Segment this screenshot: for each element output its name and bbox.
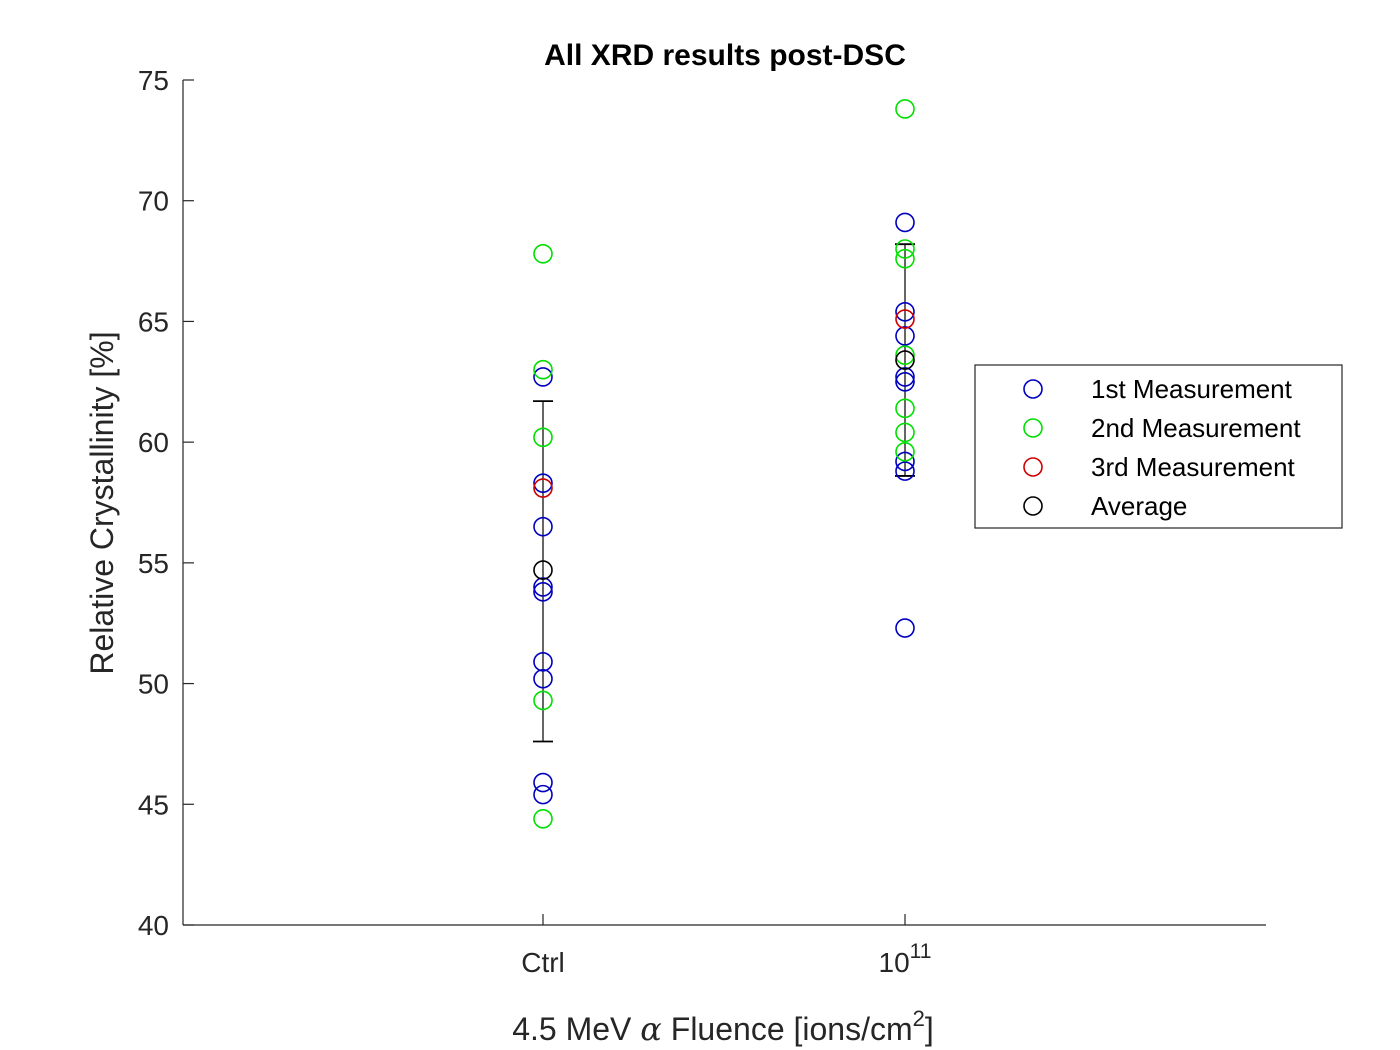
- alpha-symbol: α: [640, 1010, 662, 1048]
- y-tick-label: 65: [138, 306, 169, 337]
- point-2nd-measurement: [533, 427, 553, 448]
- y-tick-label: 60: [138, 427, 169, 458]
- point-1st-measurement: [895, 461, 915, 481]
- legend-marker: [1023, 457, 1043, 477]
- point-1st-measurement: [533, 772, 553, 793]
- point-1st-measurement: [895, 212, 915, 233]
- point-average: [895, 350, 915, 370]
- point-1st-measurement: [533, 577, 553, 597]
- y-tick-label: 70: [138, 186, 169, 217]
- point-2nd-measurement: [533, 690, 553, 711]
- x-axis-label-suffix: ]: [925, 1011, 934, 1047]
- x-tick-label: 1011: [879, 940, 932, 978]
- point-1st-measurement: [533, 668, 553, 689]
- point-average: [533, 560, 553, 580]
- point-2nd-measurement: [533, 244, 553, 264]
- point-1st-measurement: [533, 473, 553, 493]
- point-2nd-measurement: [895, 422, 915, 443]
- point-1st-measurement: [895, 326, 915, 346]
- plot-axes: [182, 80, 1266, 926]
- x-axis-label-prefix: 4.5 MeV: [512, 1011, 640, 1047]
- legend-label: 3rd Measurement: [1091, 452, 1296, 482]
- point-2nd-measurement: [533, 359, 553, 380]
- legend-label: Average: [1091, 491, 1187, 521]
- point-1st-measurement: [533, 784, 553, 805]
- x-axis-label-middle: Fluence [ions/cm: [662, 1011, 913, 1047]
- point-1st-measurement: [533, 652, 553, 672]
- y-axis-label: Relative Crystallinity [%]: [84, 331, 120, 674]
- legend-label: 2nd Measurement: [1091, 413, 1301, 443]
- point-2nd-measurement: [895, 345, 915, 366]
- x-tick-label-sup: 11: [910, 940, 932, 963]
- point-2nd-measurement: [895, 99, 915, 119]
- y-tick-label: 45: [138, 789, 169, 820]
- x-tick-label-base: 10: [879, 947, 910, 978]
- point-1st-measurement: [533, 516, 553, 537]
- data-points: [533, 99, 915, 829]
- legend-marker: [1023, 379, 1043, 399]
- point-2nd-measurement: [895, 248, 915, 269]
- point-1st-measurement: [895, 451, 915, 472]
- x-tick-label-base: Ctrl: [521, 947, 565, 978]
- y-tick-label: 55: [138, 548, 169, 579]
- chart-title: All XRD results post-DSC: [544, 39, 906, 72]
- point-2nd-measurement: [533, 808, 553, 829]
- y-tick-label: 50: [138, 669, 169, 700]
- point-1st-measurement: [533, 367, 553, 387]
- x-axis-label: 4.5 MeV α Fluence [ions/cm2]: [512, 1006, 934, 1048]
- legend-label: 1st Measurement: [1091, 374, 1293, 404]
- y-tick-label: 75: [138, 65, 169, 96]
- x-tick-label: Ctrl: [521, 947, 565, 978]
- point-1st-measurement: [895, 371, 915, 392]
- point-1st-measurement: [533, 582, 553, 602]
- error-bars: [533, 243, 915, 743]
- y-axis-ticks: 40 45 50 55 60 65 70 75: [138, 65, 194, 941]
- point-2nd-measurement: [895, 398, 915, 419]
- x-axis-label-sup: 2: [913, 1006, 925, 1031]
- legend: 1st Measurement 2nd Measurement 3rd Measur…: [974, 364, 1343, 529]
- y-tick-label: 40: [138, 910, 169, 941]
- legend-marker: [1023, 496, 1043, 516]
- point-3rd-measurement: [895, 309, 915, 329]
- legend-box: [974, 364, 1343, 529]
- x-axis-ticks: Ctrl 1011: [521, 914, 931, 978]
- point-1st-measurement: [895, 618, 915, 638]
- point-2nd-measurement: [895, 239, 915, 259]
- point-2nd-measurement: [895, 441, 915, 462]
- point-1st-measurement: [895, 367, 915, 387]
- point-1st-measurement: [895, 301, 915, 322]
- legend-marker: [1023, 418, 1043, 438]
- point-3rd-measurement: [533, 478, 553, 498]
